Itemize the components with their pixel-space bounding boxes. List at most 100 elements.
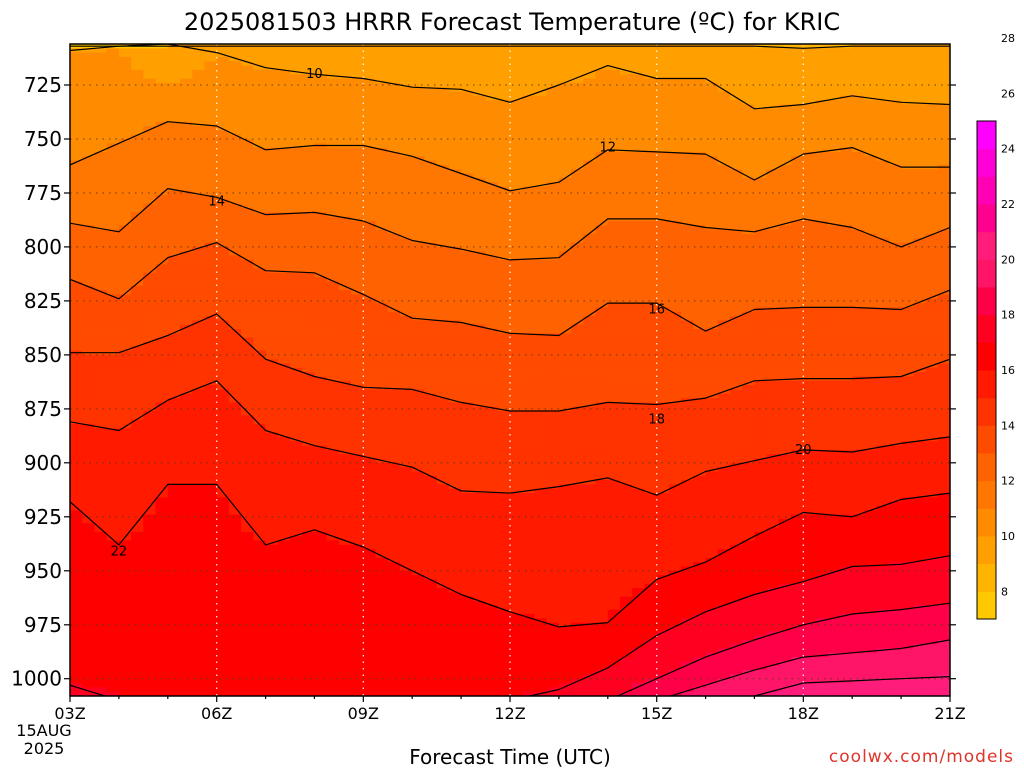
temperature-cell — [400, 674, 413, 680]
temperature-cell — [253, 665, 267, 671]
temperature-cell — [228, 639, 242, 645]
temperature-cell — [70, 311, 83, 317]
temperature-cell — [363, 501, 377, 507]
temperature-cell — [131, 164, 144, 170]
temperature-cell — [290, 134, 303, 140]
temperature-cell — [241, 56, 254, 62]
temperature-cell — [314, 553, 328, 559]
temperature-cell — [253, 626, 267, 632]
temperature-cell — [314, 316, 328, 321]
temperature-cell — [302, 622, 316, 628]
temperature-cell — [436, 138, 450, 144]
temperature-cell — [400, 320, 413, 326]
temperature-cell — [70, 518, 83, 524]
temperature-cell — [302, 246, 316, 252]
temperature-cell — [387, 648, 401, 654]
temperature-cell — [82, 579, 96, 585]
temperature-cell — [155, 631, 169, 637]
temperature-cell — [155, 553, 169, 559]
temperature-cell — [338, 233, 352, 239]
temperature-cell — [167, 562, 181, 568]
temperature-cell — [436, 341, 450, 347]
temperature-cell — [277, 307, 291, 313]
temperature-cell — [180, 592, 193, 598]
temperature-cell — [448, 618, 462, 624]
temperature-cell — [436, 484, 450, 490]
temperature-cell — [375, 48, 389, 54]
temperature-cell — [143, 108, 157, 114]
temperature-cell — [180, 359, 193, 365]
temperature-cell — [265, 246, 279, 252]
temperature-cell — [363, 341, 377, 347]
temperature-cell — [143, 674, 157, 680]
temperature-cell — [131, 467, 144, 473]
temperature-cell — [131, 631, 144, 637]
temperature-cell — [448, 644, 462, 650]
temperature-cell — [473, 78, 487, 84]
temperature-cell — [461, 324, 474, 330]
temperature-cell — [461, 100, 474, 106]
temperature-cell — [265, 631, 279, 637]
temperature-cell — [314, 294, 328, 300]
temperature-cell — [314, 588, 328, 593]
temperature-cell — [461, 354, 474, 360]
temperature-cell — [351, 74, 364, 80]
temperature-cell — [461, 596, 474, 602]
temperature-cell — [118, 195, 132, 201]
temperature-cell — [192, 471, 206, 477]
temperature-cell — [387, 74, 401, 80]
temperature-cell — [412, 350, 426, 356]
temperature-cell — [326, 553, 340, 559]
temperature-cell — [204, 156, 218, 162]
temperature-cell — [118, 562, 132, 568]
temperature-cell — [253, 324, 267, 330]
temperature-cell — [302, 540, 316, 546]
temperature-cell — [326, 307, 340, 313]
temperature-cell — [167, 639, 181, 645]
temperature-cell — [180, 380, 193, 386]
temperature-cell — [338, 212, 352, 218]
temperature-cell — [436, 74, 450, 80]
temperature-cell — [228, 506, 242, 511]
temperature-cell — [180, 199, 193, 205]
temperature-cell — [448, 596, 462, 602]
temperature-cell — [412, 113, 426, 119]
temperature-cell — [338, 635, 352, 641]
temperature-cell — [131, 337, 144, 343]
temperature-cell — [143, 203, 157, 209]
temperature-cell — [424, 635, 438, 641]
temperature-cell — [326, 350, 340, 356]
temperature-cell — [412, 242, 426, 248]
temperature-cell — [326, 510, 340, 516]
temperature-cell — [326, 233, 340, 239]
temperature-cell — [241, 333, 254, 339]
temperature-cell — [400, 147, 413, 153]
temperature-cell — [363, 531, 377, 537]
temperature-cell — [253, 164, 267, 170]
temperature-cell — [241, 536, 254, 542]
temperature-cell — [241, 613, 254, 619]
temperature-cell — [155, 665, 169, 671]
temperature-cell — [338, 419, 352, 425]
temperature-cell — [192, 605, 206, 611]
temperature-cell — [155, 233, 169, 239]
temperature-cell — [253, 497, 267, 503]
temperature-cell — [400, 173, 413, 179]
temperature-cell — [436, 536, 450, 542]
temperature-cell — [314, 87, 328, 93]
temperature-cell — [338, 596, 352, 602]
temperature-cell — [448, 346, 462, 352]
temperature-cell — [351, 648, 364, 654]
temperature-cell — [265, 678, 279, 684]
temperature-cell — [204, 177, 218, 183]
temperature-cell — [424, 475, 438, 481]
temperature-cell — [400, 553, 413, 559]
temperature-cell — [228, 575, 242, 581]
temperature-cell — [241, 471, 254, 477]
temperature-cell — [351, 87, 364, 93]
temperature-cell — [412, 376, 426, 382]
temperature-cell — [253, 531, 267, 537]
temperature-cell — [265, 493, 279, 498]
temperature-cell — [436, 411, 450, 416]
temperature-cell — [82, 190, 96, 196]
